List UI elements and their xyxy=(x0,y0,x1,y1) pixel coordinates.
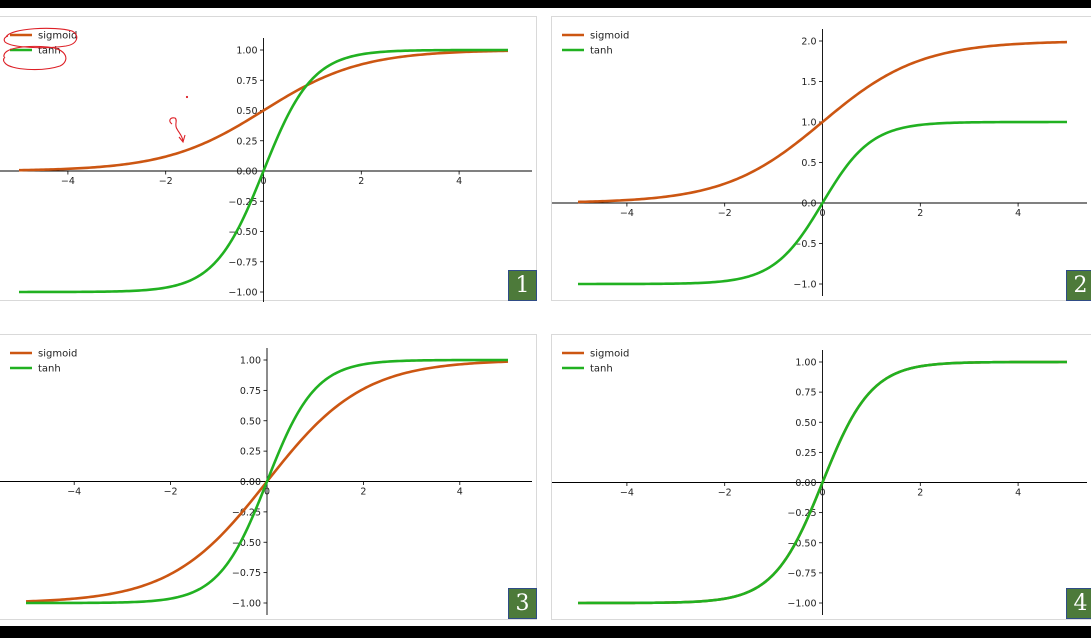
y-tick-label: −0.50 xyxy=(228,227,257,238)
series-line-sigmoid xyxy=(18,49,509,172)
legend-label-tanh: tanh xyxy=(590,364,613,375)
y-tick-label: 0.0 xyxy=(801,199,816,210)
y-tick-label: 0.00 xyxy=(795,478,816,489)
x-tick-label: −2 xyxy=(718,488,732,499)
series-line-sigmoid xyxy=(577,40,1068,204)
legend-label-sigmoid: sigmoid xyxy=(38,349,77,360)
y-tick-label: −0.50 xyxy=(232,538,261,549)
y-tick-label: 0.75 xyxy=(240,386,261,397)
x-tick-label: 4 xyxy=(457,487,463,498)
chart-2-svg: −4 −2 0 2 4 −1.0 −0.5 0.0 0.5 1.0 1.5 2.0 sigmoid tan… xyxy=(552,29,1087,296)
annotation-circle-tanh xyxy=(2,45,67,71)
y-tick-label: 0.75 xyxy=(795,388,816,399)
y-tick-label: −0.75 xyxy=(787,568,816,579)
annotation-circle-sigmoid xyxy=(3,27,78,49)
chart-4-svg: −4 −2 0 2 4 −1.00 −0.75 −0.50 −0.25 0.00 0.25 0.50 0… xyxy=(552,349,1087,615)
x-tick-label: 2 xyxy=(358,176,364,187)
x-tick-label: 0 xyxy=(260,176,266,187)
panel-number-badge-2: 2 xyxy=(1066,270,1091,301)
x-tick-label: −4 xyxy=(61,176,75,187)
series-line-tanh xyxy=(26,358,508,605)
legend-label-tanh: tanh xyxy=(38,46,61,57)
y-tick-label: 0.25 xyxy=(240,447,261,458)
y-tick-label: −1.00 xyxy=(787,599,816,610)
series-line-tanh xyxy=(578,360,1067,605)
x-tick-label: 4 xyxy=(1015,488,1021,499)
x-tick-label: −2 xyxy=(164,487,178,498)
x-tick-label: 4 xyxy=(1015,208,1021,219)
y-tick-label: −0.75 xyxy=(228,257,257,268)
x-tick-label: 0 xyxy=(264,487,270,498)
y-tick-label: −1.00 xyxy=(232,599,261,610)
chart-panel-2: −4 −2 0 2 4 −1.0 −0.5 0.0 0.5 1.0 1.5 2.0 sigmoid tan… xyxy=(551,16,1091,301)
chart-3-svg: −4 −2 0 2 4 −1.00 −0.75 −0.50 −0.25 0.00 0.25 0.50 0… xyxy=(0,348,532,615)
y-tick-label: 0.50 xyxy=(236,106,257,117)
y-tick-label: 0.25 xyxy=(795,448,816,459)
chart-1-svg: −4 −2 0 2 4 −1.00 −0.75 −0.50 −0.25 0.00 0.25 0.50 0… xyxy=(0,27,532,302)
y-tick-label: 1.0 xyxy=(801,118,816,129)
series-line-tanh xyxy=(19,48,508,294)
y-tick-label: 1.00 xyxy=(236,46,257,57)
x-tick-label: 0 xyxy=(819,208,825,219)
x-tick-label: 0 xyxy=(819,488,825,499)
x-tick-label: −2 xyxy=(718,208,732,219)
figure-canvas: −4 −2 0 2 4 −1.00 −0.75 −0.50 −0.25 0.00 0.25 0.50 0… xyxy=(0,8,1091,626)
y-tick-label: 2.0 xyxy=(801,37,816,48)
legend-label-sigmoid: sigmoid xyxy=(38,31,77,42)
y-tick-label: −0.5 xyxy=(793,239,816,250)
x-tick-label: −2 xyxy=(159,176,173,187)
y-tick-label: 0.75 xyxy=(236,76,257,87)
x-tick-label: −4 xyxy=(620,488,634,499)
y-tick-label: −0.25 xyxy=(787,508,816,519)
panel-number-badge-3: 3 xyxy=(508,588,537,619)
y-tick-label: 0.5 xyxy=(801,158,816,169)
panel-number-badge-4: 4 xyxy=(1066,588,1091,619)
y-tick-label: 0.00 xyxy=(236,167,257,178)
x-tick-label: 2 xyxy=(917,208,923,219)
panel-number-badge-1: 1 xyxy=(508,270,537,301)
y-tick-label: −1.0 xyxy=(793,280,816,291)
y-tick-label: −0.25 xyxy=(228,197,257,208)
x-tick-label: 2 xyxy=(360,487,366,498)
y-tick-label: 0.25 xyxy=(236,136,257,147)
y-tick-label: −1.00 xyxy=(228,288,257,299)
annotation-dot xyxy=(185,95,189,99)
y-tick-label: 0.50 xyxy=(795,418,816,429)
y-tick-label: 1.5 xyxy=(801,77,816,88)
y-tick-label: 0.50 xyxy=(240,416,261,427)
x-tick-label: −4 xyxy=(620,208,634,219)
x-tick-label: 4 xyxy=(456,176,462,187)
x-tick-label: −4 xyxy=(67,487,81,498)
series-line-tanh xyxy=(578,120,1067,286)
legend-label-sigmoid: sigmoid xyxy=(590,31,629,42)
legend-label-tanh: tanh xyxy=(38,364,61,375)
annotation-arrow xyxy=(169,117,184,142)
x-tick-label: 2 xyxy=(917,488,923,499)
legend-label-sigmoid: sigmoid xyxy=(590,349,629,360)
y-tick-label: 1.00 xyxy=(240,356,261,367)
annotation-arrowhead xyxy=(178,134,186,144)
chart-panel-4: −4 −2 0 2 4 −1.00 −0.75 −0.50 −0.25 0.00 0.25 0.50 0… xyxy=(551,334,1091,620)
y-tick-label: −0.25 xyxy=(232,507,261,518)
chart-panel-1: −4 −2 0 2 4 −1.00 −0.75 −0.50 −0.25 0.00 0.25 0.50 0… xyxy=(0,16,537,302)
y-tick-label: −0.50 xyxy=(787,538,816,549)
legend-label-tanh: tanh xyxy=(590,46,613,57)
y-tick-label: 0.00 xyxy=(240,477,261,488)
chart-panel-3: −4 −2 0 2 4 −1.00 −0.75 −0.50 −0.25 0.00 0.25 0.50 0… xyxy=(0,334,537,620)
y-tick-label: 1.00 xyxy=(795,358,816,369)
y-tick-label: −0.75 xyxy=(232,568,261,579)
